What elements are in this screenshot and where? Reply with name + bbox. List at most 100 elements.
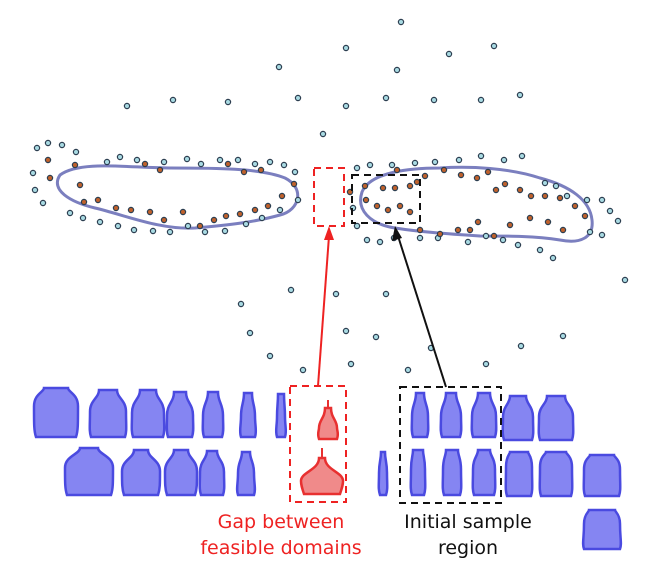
infeasible-sample-point bbox=[79, 214, 87, 222]
infeasible-sample-point bbox=[514, 241, 522, 249]
vase-shape bbox=[410, 391, 430, 439]
feasible-sample-point bbox=[581, 212, 589, 220]
feasible-sample-point bbox=[94, 196, 102, 204]
feasible-sample-point bbox=[393, 166, 401, 174]
infeasible-sample-point bbox=[598, 231, 606, 239]
feasible-sample-point bbox=[384, 206, 392, 214]
feasible-sample-point bbox=[436, 230, 444, 238]
infeasible-sample-point bbox=[430, 96, 438, 104]
infeasible-sample-point bbox=[499, 236, 507, 244]
infeasible-sample-point bbox=[266, 352, 274, 360]
gap-label-line1: Gap between bbox=[218, 511, 345, 533]
feasible-sample-point bbox=[362, 196, 370, 204]
infeasible-sample-point bbox=[31, 186, 39, 194]
feasible-sample-point bbox=[264, 202, 272, 210]
feasible-sample-point bbox=[506, 221, 514, 229]
feasible-sample-point bbox=[406, 208, 414, 216]
feasible-sample-point bbox=[44, 156, 52, 164]
vase-shape bbox=[201, 390, 225, 439]
infeasible-sample-point bbox=[221, 227, 229, 235]
infeasible-sample-point bbox=[586, 228, 594, 236]
infeasible-sample-point bbox=[294, 94, 302, 102]
infeasible-sample-point bbox=[388, 161, 396, 169]
infeasible-sample-point bbox=[123, 102, 131, 110]
infeasible-sample-point bbox=[39, 199, 47, 207]
feasible-sample-point bbox=[257, 166, 265, 174]
infeasible-sample-point bbox=[275, 63, 283, 71]
infeasible-sample-point bbox=[516, 91, 524, 99]
feasible-sample-point bbox=[541, 192, 549, 200]
feasible-sample-point bbox=[112, 204, 120, 212]
feasible-sample-point bbox=[210, 216, 218, 224]
gap-vase-shape bbox=[299, 456, 345, 496]
infeasible-sample-point bbox=[184, 222, 192, 230]
feasible-sample-point bbox=[516, 186, 524, 194]
infeasible-sample-point bbox=[280, 161, 288, 169]
infeasible-sample-point bbox=[201, 228, 209, 236]
feasible-sample-point bbox=[457, 171, 465, 179]
infeasible-sample-point bbox=[332, 290, 340, 298]
gap-arrow-line bbox=[317, 235, 330, 387]
feasible-sample-point bbox=[526, 214, 534, 222]
infeasible-sample-point bbox=[149, 227, 157, 235]
feasible-sample-point bbox=[46, 174, 54, 182]
feasible-boundary-1 bbox=[56, 164, 300, 230]
infeasible-sample-point bbox=[197, 160, 205, 168]
infeasible-sample-point bbox=[477, 152, 485, 160]
infeasible-sample-point bbox=[169, 96, 177, 104]
infeasible-sample-point bbox=[455, 156, 463, 164]
feasible-sample-point bbox=[416, 226, 424, 234]
infeasible-sample-point bbox=[614, 217, 622, 225]
infeasible-sample-point bbox=[96, 218, 104, 226]
infeasible-sample-point bbox=[376, 238, 384, 246]
feasible-sample-point bbox=[559, 226, 567, 234]
sample-arrow-line bbox=[397, 235, 447, 388]
infeasible-sample-point bbox=[237, 300, 245, 308]
feasible-sample-point bbox=[571, 202, 579, 210]
infeasible-sample-point bbox=[133, 156, 141, 164]
vase-shape bbox=[32, 386, 80, 439]
feasible-sample-point bbox=[160, 216, 168, 224]
infeasible-sample-point bbox=[517, 342, 525, 350]
infeasible-sample-point bbox=[431, 158, 439, 166]
infeasible-sample-point bbox=[66, 209, 74, 217]
feasible-sample-point bbox=[71, 161, 79, 169]
feasible-sample-point bbox=[222, 212, 230, 220]
feasible-sample-point bbox=[466, 226, 474, 234]
infeasible-sample-point bbox=[490, 42, 498, 50]
feasible-sample-point bbox=[290, 180, 298, 188]
vase-shape bbox=[501, 394, 535, 442]
vase-shape bbox=[538, 450, 574, 498]
feasible-sample-point bbox=[224, 160, 232, 168]
infeasible-sample-point bbox=[319, 130, 327, 138]
feasible-sample-point bbox=[76, 181, 84, 189]
vase-shape bbox=[88, 388, 128, 439]
infeasible-sample-point bbox=[116, 153, 124, 161]
feasible-sample-point bbox=[421, 172, 429, 180]
infeasible-sample-point bbox=[464, 238, 472, 246]
infeasible-sample-point bbox=[166, 228, 174, 236]
infeasible-sample-point bbox=[342, 327, 350, 335]
infeasible-sample-point bbox=[353, 222, 361, 230]
infeasible-sample-point bbox=[482, 360, 490, 368]
infeasible-sample-point bbox=[299, 366, 307, 374]
infeasible-sample-point bbox=[266, 158, 274, 166]
infeasible-sample-point bbox=[246, 329, 254, 337]
feasible-sample-point bbox=[544, 218, 552, 226]
feasible-sample-point bbox=[501, 180, 509, 188]
feasible-sample-point bbox=[196, 222, 204, 230]
feasible-sample-point bbox=[236, 210, 244, 218]
sample-shapes-box bbox=[399, 386, 502, 504]
vase-shape bbox=[409, 448, 427, 497]
infeasible-sample-point bbox=[287, 286, 295, 294]
feasible-sample-point bbox=[556, 194, 564, 202]
feasible-sample-point bbox=[492, 186, 500, 194]
feasible-sample-point bbox=[373, 202, 381, 210]
feasible-sample-point bbox=[440, 166, 448, 174]
vase-shape bbox=[504, 450, 534, 498]
vase-shape bbox=[120, 448, 162, 497]
infeasible-sample-point bbox=[606, 207, 614, 215]
infeasible-sample-point bbox=[353, 164, 361, 172]
infeasible-sample-point bbox=[518, 152, 526, 160]
